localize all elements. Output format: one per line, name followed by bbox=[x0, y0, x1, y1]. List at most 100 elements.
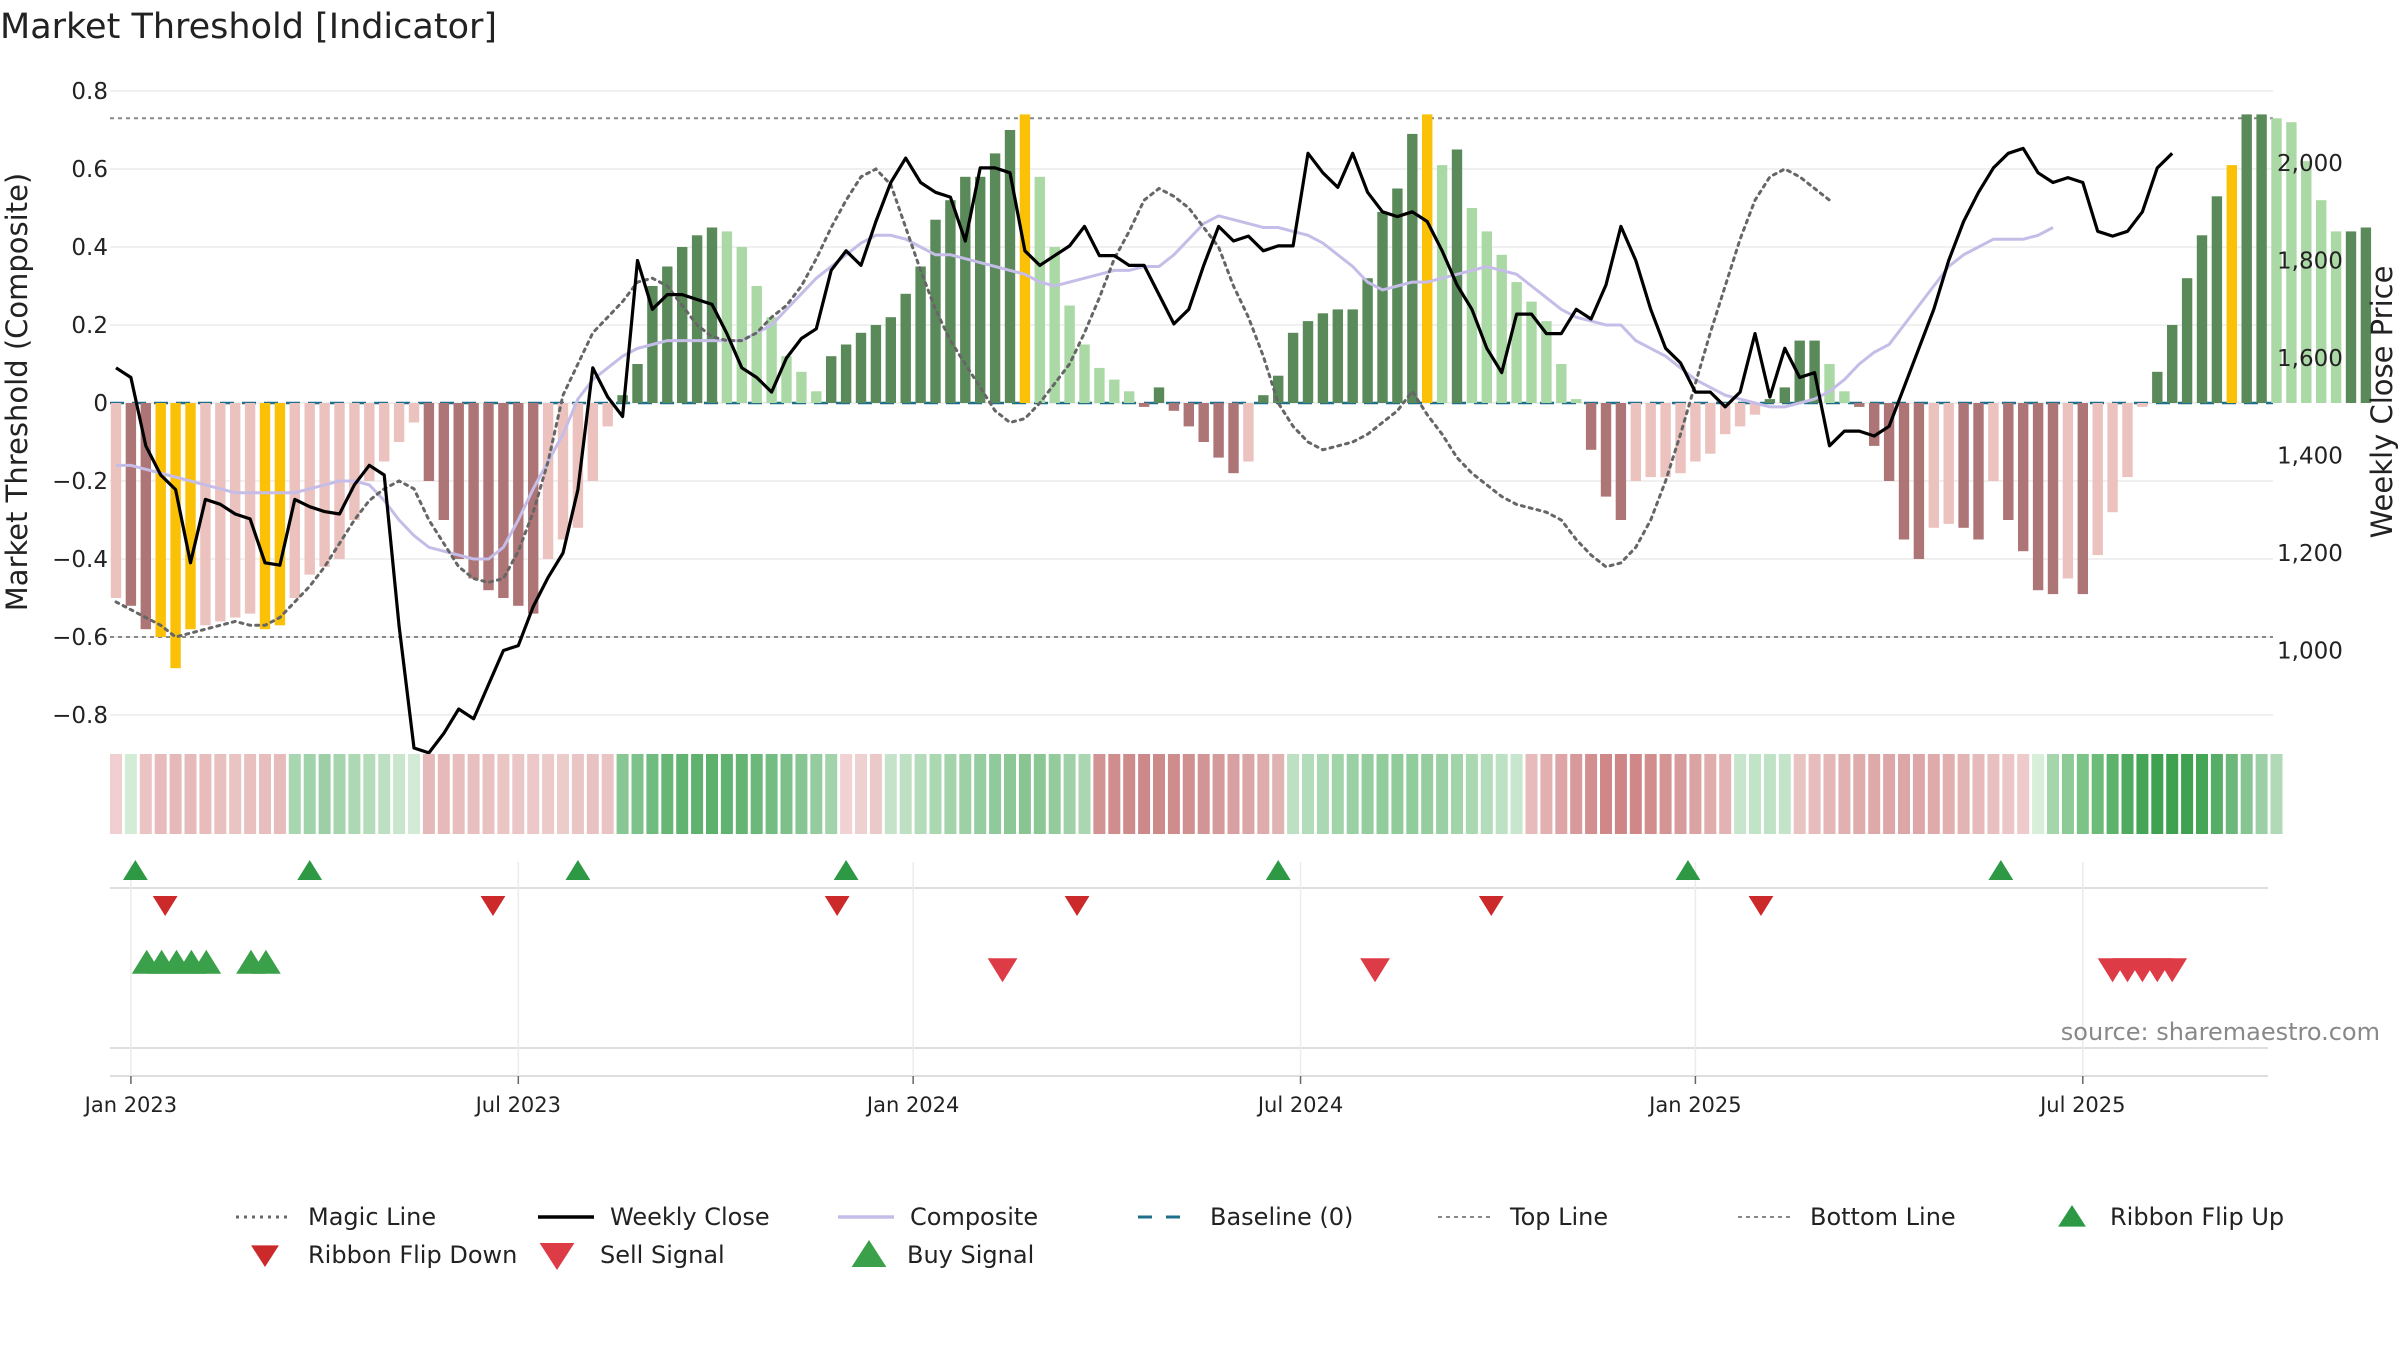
composite-bar bbox=[617, 395, 628, 403]
ribbon-segment bbox=[154, 754, 167, 834]
ribbon-segment bbox=[1361, 754, 1374, 834]
ribbon-segment bbox=[1272, 754, 1285, 834]
ribbon-segment bbox=[855, 754, 867, 834]
ribbon-segment bbox=[1331, 754, 1344, 834]
ribbon-segment bbox=[1346, 754, 1359, 834]
ribbon-segment bbox=[139, 754, 152, 834]
composite-bar bbox=[1600, 403, 1612, 497]
composite-bar bbox=[2092, 403, 2103, 556]
composite-bar bbox=[2032, 403, 2044, 591]
ribbon-segment bbox=[1823, 754, 1836, 834]
ribbon-segment bbox=[720, 754, 733, 834]
ribbon-segment bbox=[601, 754, 614, 834]
composite-bar bbox=[2360, 227, 2372, 403]
legend-item: Sell Signal bbox=[539, 1241, 725, 1270]
ribbon-segment bbox=[214, 754, 227, 834]
ribbon-segment bbox=[527, 754, 540, 834]
composite-bar bbox=[1064, 305, 1075, 403]
legend-label: Composite bbox=[910, 1203, 1038, 1231]
sell-signal-marker bbox=[1360, 958, 1390, 983]
ribbon-segment bbox=[1868, 754, 1881, 834]
ribbon-segment bbox=[1242, 754, 1255, 834]
ribbon-segment bbox=[944, 754, 957, 834]
composite-bar bbox=[677, 247, 688, 403]
composite-bar bbox=[826, 356, 837, 403]
ribbon-segment bbox=[1421, 754, 1434, 834]
composite-bar bbox=[691, 235, 703, 403]
ribbon-segment bbox=[1734, 754, 1747, 834]
legend-item: Buy Signal bbox=[851, 1240, 1034, 1269]
ribbon-segment bbox=[1391, 754, 1404, 834]
composite-bar bbox=[2122, 403, 2133, 478]
composite-bar bbox=[2256, 114, 2267, 404]
ribbon-segment bbox=[1689, 754, 1702, 834]
composite-bar bbox=[1094, 367, 1105, 403]
composite-bar bbox=[200, 403, 211, 626]
composite-bar bbox=[1824, 364, 1835, 403]
composite-bar bbox=[2345, 231, 2357, 403]
ribbon-segment bbox=[1853, 754, 1866, 834]
legend-item: Top Line bbox=[1438, 1203, 1608, 1231]
legend-swatch bbox=[539, 1243, 575, 1270]
ribbon-segment bbox=[452, 754, 465, 834]
composite-bar bbox=[1377, 211, 1388, 403]
right-tick-label: 1,600 bbox=[2277, 346, 2343, 372]
composite-bar bbox=[1481, 231, 1492, 403]
ribbon-segment bbox=[1018, 754, 1031, 834]
ribbon-segment bbox=[1570, 754, 1583, 834]
ribbon-segment bbox=[1942, 754, 1955, 834]
composite-bar bbox=[2316, 200, 2327, 403]
legend-label: Ribbon Flip Up bbox=[2110, 1203, 2284, 1231]
composite-bar bbox=[393, 403, 405, 442]
legend-label: Weekly Close bbox=[610, 1203, 770, 1231]
composite-bar bbox=[2167, 325, 2178, 403]
ribbon-segment bbox=[780, 754, 793, 834]
source-note: source: sharemaestro.com bbox=[2061, 1018, 2380, 1046]
x-tick-label: Jan 2023 bbox=[83, 1093, 178, 1117]
composite-bar bbox=[1347, 309, 1358, 403]
composite-bar bbox=[1004, 130, 1016, 403]
composite-bar bbox=[706, 227, 718, 403]
ribbon-segment bbox=[1987, 754, 2000, 834]
left-tick-label: 0 bbox=[93, 391, 108, 417]
ribbon-segment bbox=[1227, 754, 1240, 834]
ribbon-segment bbox=[437, 754, 450, 834]
composite-bar bbox=[1988, 403, 1999, 481]
ribbon-segment bbox=[1883, 754, 1896, 834]
sell-signal-marker bbox=[987, 958, 1018, 983]
ribbon-segment bbox=[2121, 754, 2134, 834]
ribbon-segment bbox=[1957, 754, 1970, 834]
ribbon-segment bbox=[616, 754, 629, 834]
composite-bar bbox=[1317, 313, 1329, 403]
ribbon-segment bbox=[422, 754, 435, 834]
composite-bar bbox=[1645, 403, 1656, 478]
ribbon-segment bbox=[2166, 754, 2179, 834]
composite-bar bbox=[855, 332, 867, 403]
ribbon-segment bbox=[706, 754, 718, 834]
composite-bar bbox=[557, 403, 569, 540]
ribbon-segment bbox=[2210, 754, 2223, 834]
legend-swatch bbox=[851, 1240, 887, 1267]
left-tick-label: −0.4 bbox=[52, 547, 108, 573]
x-tick-label: Jan 2024 bbox=[865, 1093, 960, 1117]
composite-bar bbox=[915, 266, 926, 403]
composite-bar bbox=[2196, 235, 2208, 403]
ribbon-segment bbox=[1600, 754, 1612, 834]
composite-bar bbox=[2271, 118, 2282, 404]
ribbon-flip-down-marker bbox=[152, 896, 178, 916]
ribbon-segment bbox=[184, 754, 197, 834]
x-tick-label: Jul 2025 bbox=[2038, 1093, 2125, 1117]
ribbon-segment bbox=[2181, 754, 2194, 834]
composite-bar bbox=[1585, 403, 1597, 450]
composite-bar bbox=[1019, 114, 1031, 404]
ribbon-segment bbox=[571, 754, 584, 834]
ribbon-segment bbox=[1659, 754, 1672, 834]
ribbon-segment bbox=[1302, 754, 1314, 834]
left-axis-label: Market Threshold (Composite) bbox=[0, 173, 34, 611]
ribbon-segment bbox=[1480, 754, 1493, 834]
right-tick-label: 1,200 bbox=[2277, 541, 2343, 567]
ribbon-flip-up-marker bbox=[1675, 860, 1701, 880]
ribbon-segment bbox=[542, 754, 555, 834]
ribbon-segment bbox=[1585, 754, 1598, 834]
